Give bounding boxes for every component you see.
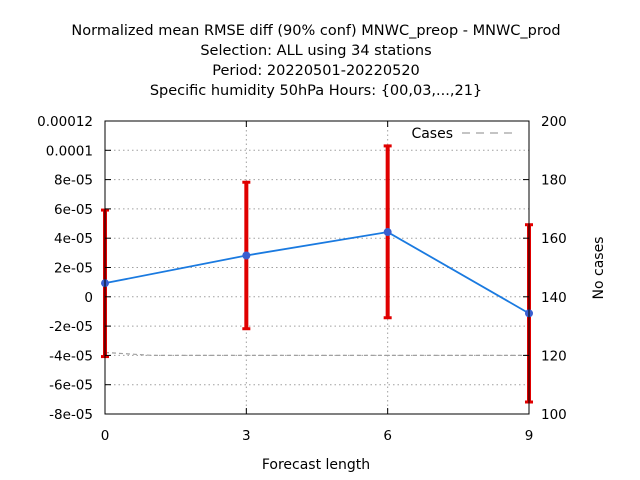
y2-tick-label: 100 [541, 407, 567, 423]
x-tick-label: 0 [101, 428, 110, 444]
chart-title: Normalized mean RMSE diff (90% conf) MNW… [71, 23, 560, 99]
title-line-1: Normalized mean RMSE diff (90% conf) MNW… [71, 23, 560, 39]
y-tick-label: -2e-05 [49, 319, 93, 335]
y2-tick-label: 140 [541, 290, 567, 306]
title-line-3: Period: 20220501-20220520 [212, 63, 420, 79]
data-point [242, 251, 251, 260]
rmse-diff-series [101, 144, 533, 404]
y-tick-label: 0.0001 [46, 143, 93, 159]
y-tick-label: 8e-05 [54, 173, 93, 189]
title-line-2: Selection: ALL using 34 stations [200, 43, 431, 59]
cases-series [104, 351, 529, 356]
x-tick-label: 6 [383, 428, 392, 444]
y2-tick-label: 200 [541, 114, 567, 130]
y-tick-label: 4e-05 [54, 231, 93, 247]
y-tick-label: -8e-05 [49, 407, 93, 423]
legend-label-cases: Cases [411, 126, 453, 142]
cases-line [104, 351, 529, 356]
data-point [383, 228, 392, 237]
x-axis-label: Forecast length [262, 457, 370, 473]
x-tick-label: 9 [525, 428, 534, 444]
y2-tick-label: 180 [541, 173, 567, 189]
y2-axis-label: No cases [591, 237, 607, 300]
axes: 0 3 6 9 -8e-05 -6e-05 -4e-05 -2e-05 0 2e-05 4e-05 6… [37, 114, 567, 444]
y-tick-label: 6e-05 [54, 202, 93, 218]
y-tick-label: -4e-05 [49, 348, 93, 364]
rmse-diff-line [104, 231, 530, 315]
title-line-4: Specific humidity 50hPa Hours: {00,03,..… [150, 83, 482, 99]
y-tick-label: -6e-05 [49, 378, 93, 394]
legend: Cases [411, 126, 512, 142]
grid [104, 120, 530, 415]
y-tick-label: 0 [84, 290, 93, 306]
y-tick-label: 2e-05 [54, 261, 93, 277]
y-tick-label: 0.00012 [37, 114, 93, 130]
y2-tick-label: 160 [541, 231, 567, 247]
x-tick-label: 3 [242, 428, 251, 444]
y2-tick-label: 120 [541, 348, 567, 364]
